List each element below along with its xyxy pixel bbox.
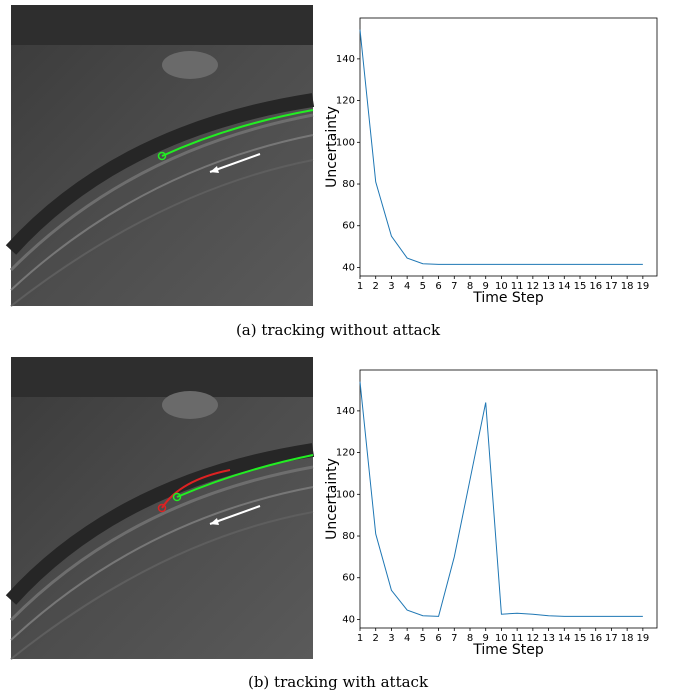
x-tick-label: 17 <box>605 281 618 292</box>
x-tick-label: 5 <box>420 633 426 644</box>
x-tick-label: 11 <box>511 633 524 644</box>
x-tick-label: 4 <box>404 633 410 644</box>
x-tick-label: 3 <box>388 281 394 292</box>
x-tick-label: 2 <box>373 633 379 644</box>
x-tick-label: 12 <box>526 281 539 292</box>
x-tick-label: 19 <box>636 633 649 644</box>
x-tick-label: 3 <box>388 633 394 644</box>
x-tick-label: 14 <box>558 281 571 292</box>
x-tick-label: 14 <box>558 633 571 644</box>
x-tick-label: 18 <box>621 633 634 644</box>
x-tick-label: 9 <box>483 281 489 292</box>
y-tick-label: 140 <box>336 406 355 417</box>
x-tick-label: 8 <box>467 281 473 292</box>
y-tick-label: 60 <box>342 221 355 232</box>
x-tick-label: 7 <box>451 633 457 644</box>
x-tick-label: 15 <box>574 281 587 292</box>
plot-frame <box>359 17 658 277</box>
x-tick-label: 10 <box>495 633 508 644</box>
y-tick-label: 40 <box>342 614 355 625</box>
x-tick-label: 1 <box>357 633 363 644</box>
x-tick-label: 16 <box>589 281 602 292</box>
x-tick-label: 7 <box>451 281 457 292</box>
caption: (a) tracking without attack <box>236 321 441 339</box>
x-tick-label: 11 <box>511 281 524 292</box>
x-tick-label: 6 <box>435 633 441 644</box>
y-tick-label: 60 <box>342 573 355 584</box>
data-line <box>359 381 643 617</box>
x-tick-label: 5 <box>420 281 426 292</box>
x-tick-label: 18 <box>621 281 634 292</box>
aerial-image-b <box>5 357 315 660</box>
x-tick-label: 15 <box>574 633 587 644</box>
y-tick-label: 140 <box>336 54 355 65</box>
y-tick-label: 100 <box>336 489 355 500</box>
x-axis-label: Time Step <box>472 642 544 658</box>
x-tick-label: 9 <box>483 633 489 644</box>
x-tick-label: 19 <box>636 281 649 292</box>
y-axis-label: Uncertainty <box>324 106 340 188</box>
x-tick-label: 17 <box>605 633 618 644</box>
x-tick-label: 13 <box>542 281 555 292</box>
y-tick-label: 80 <box>342 179 355 190</box>
caption: (b) tracking with attack <box>248 673 429 691</box>
x-tick-label: 6 <box>435 281 441 292</box>
x-tick-label: 2 <box>373 281 379 292</box>
y-tick-label: 80 <box>342 531 355 542</box>
y-axis-label: Uncertainty <box>324 458 340 540</box>
y-tick-label: 120 <box>336 448 355 459</box>
x-tick-label: 8 <box>467 633 473 644</box>
x-tick-label: 10 <box>495 281 508 292</box>
aerial-image-a <box>5 5 315 307</box>
y-tick-label: 100 <box>336 137 355 148</box>
x-tick-label: 12 <box>526 633 539 644</box>
y-tick-label: 120 <box>336 96 355 107</box>
plot-frame <box>359 369 658 629</box>
x-tick-label: 1 <box>357 281 363 292</box>
x-tick-label: 13 <box>542 633 555 644</box>
x-tick-label: 16 <box>589 633 602 644</box>
y-tick-label: 40 <box>342 262 355 273</box>
x-axis-label: Time Step <box>472 290 544 306</box>
x-tick-label: 4 <box>404 281 410 292</box>
data-line <box>359 29 643 265</box>
